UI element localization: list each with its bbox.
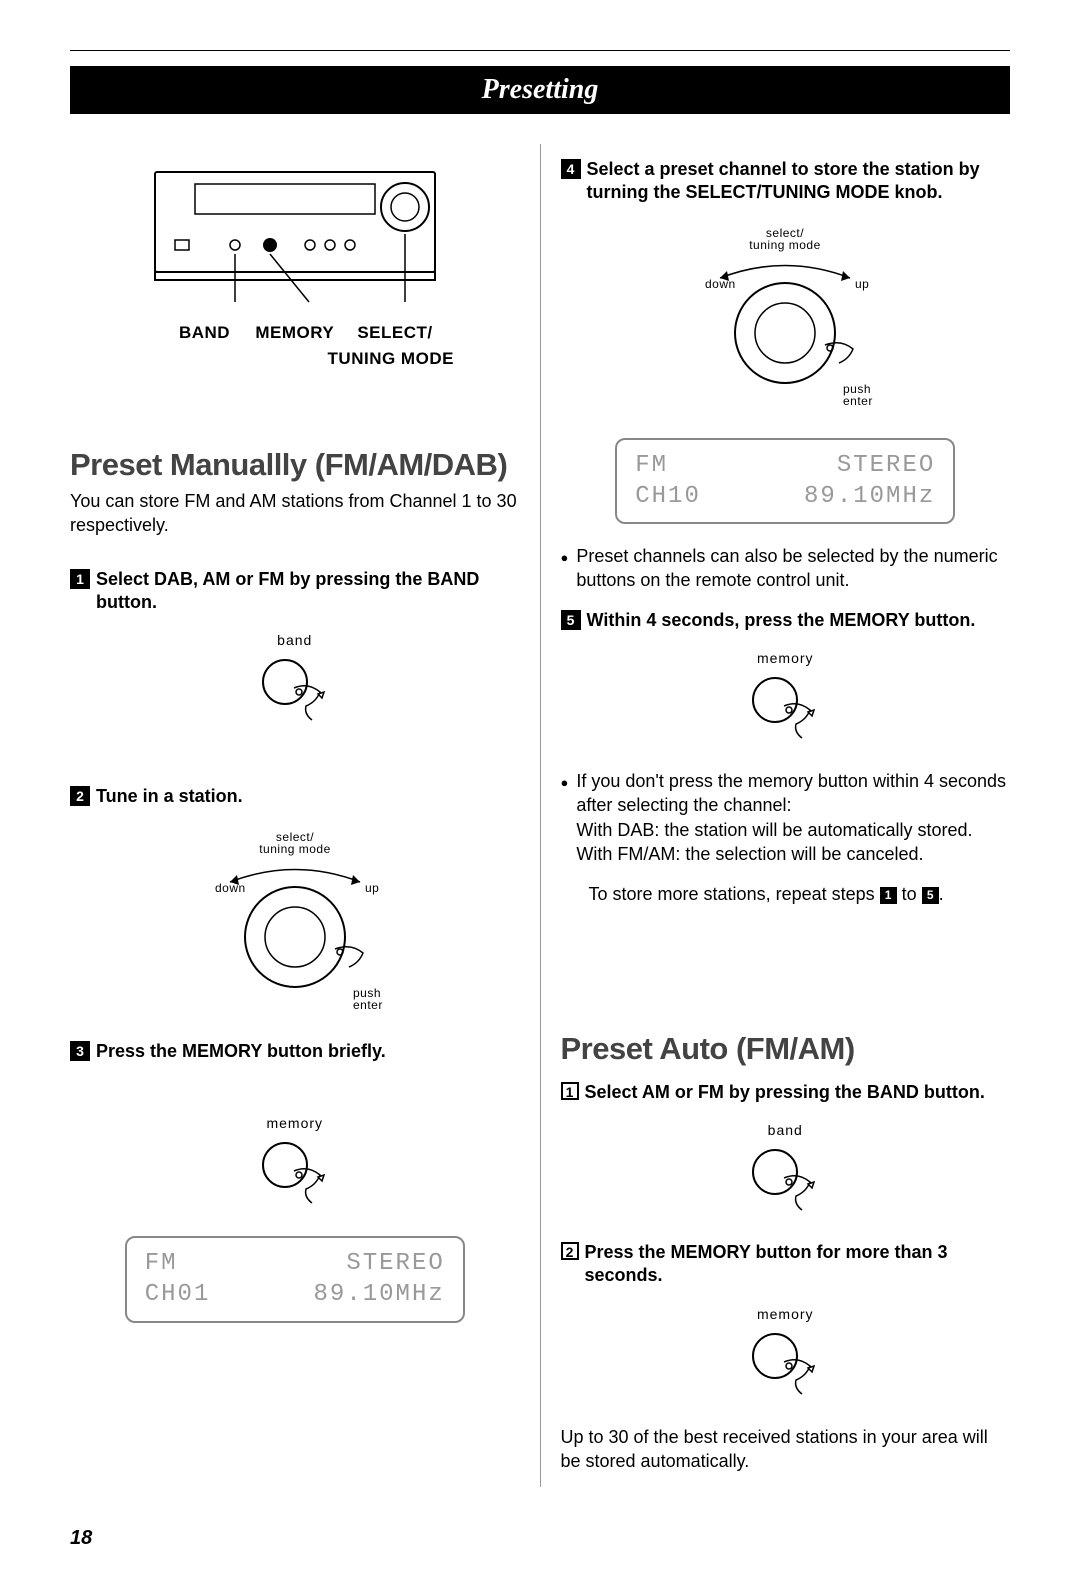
- display-1: FM STEREO CH01 89.10MHz: [125, 1236, 465, 1322]
- auto-step-1: 1 Select AM or FM by pressing the BAND b…: [561, 1081, 1011, 1104]
- step-num-5: 5: [561, 610, 581, 630]
- memory-button-illus-2: memory: [561, 650, 1011, 751]
- step-ref-1: 1: [880, 887, 897, 904]
- manual-step-2: 2 Tune in a station.: [70, 785, 520, 808]
- auto-step-num-1: 1: [561, 1082, 579, 1100]
- svg-text:enter: enter: [353, 998, 383, 1012]
- auto-outro: Up to 30 of the best received stations i…: [561, 1425, 1011, 1474]
- auto-step-2: 2 Press the MEMORY button for more than …: [561, 1241, 1011, 1288]
- svg-text:up: up: [365, 881, 379, 895]
- bullet-numeric: Preset channels can also be selected by …: [561, 544, 1011, 593]
- bullet-icon: [561, 769, 569, 866]
- svg-text:down: down: [215, 881, 246, 895]
- manual-title: Preset Manuallly (FM/AM/DAB): [70, 447, 520, 483]
- receiver-labels: BAND MEMORY SELECT/: [70, 323, 520, 343]
- left-column: BAND MEMORY SELECT/ TUNING MODE Preset M…: [70, 144, 541, 1487]
- manual-step-4: 4 Select a preset channel to store the s…: [561, 158, 1011, 205]
- display-2: FM STEREO CH10 89.10MHz: [615, 438, 955, 524]
- svg-text:tuning mode: tuning mode: [259, 842, 331, 856]
- knob-illus-1: select/ tuning mode down up push enter: [70, 827, 520, 1022]
- svg-text:enter: enter: [843, 394, 873, 408]
- top-rule: [70, 50, 1010, 51]
- step-ref-5: 5: [922, 887, 939, 904]
- repeat-note: To store more stations, repeat steps 1 t…: [589, 882, 1011, 906]
- bullet-timeout: If you don't press the memory button wit…: [561, 769, 1011, 866]
- page-header: Presetting: [70, 66, 1010, 114]
- band-button-illus-1: band: [70, 632, 520, 733]
- manual-intro: You can store FM and AM stations from Ch…: [70, 489, 520, 538]
- step-num-2: 2: [70, 786, 90, 806]
- manual-step-5: 5 Within 4 seconds, press the MEMORY but…: [561, 609, 1011, 632]
- receiver-labels-2: TUNING MODE: [70, 349, 520, 369]
- band-button-illus-2: band: [561, 1122, 1011, 1223]
- memory-button-illus-1: memory: [70, 1115, 520, 1216]
- step-num-1: 1: [70, 569, 90, 589]
- bullet-icon: [561, 544, 569, 593]
- svg-text:down: down: [705, 277, 736, 291]
- right-column: 4 Select a preset channel to store the s…: [541, 144, 1011, 1487]
- memory-button-illus-3: memory: [561, 1306, 1011, 1407]
- manual-step-1: 1 Select DAB, AM or FM by pressing the B…: [70, 568, 520, 615]
- svg-text:up: up: [855, 277, 869, 291]
- step-num-3: 3: [70, 1041, 90, 1061]
- manual-step-3: 3 Press the MEMORY button briefly.: [70, 1040, 520, 1063]
- svg-text:tuning mode: tuning mode: [749, 238, 821, 252]
- receiver-illustration: BAND MEMORY SELECT/ TUNING MODE: [70, 162, 520, 369]
- auto-step-num-2: 2: [561, 1242, 579, 1260]
- step-num-4: 4: [561, 159, 581, 179]
- auto-title: Preset Auto (FM/AM): [561, 1031, 1011, 1067]
- page-number: 18: [70, 1527, 1010, 1550]
- knob-illus-2: select/ tuning mode down up push enter: [561, 223, 1011, 418]
